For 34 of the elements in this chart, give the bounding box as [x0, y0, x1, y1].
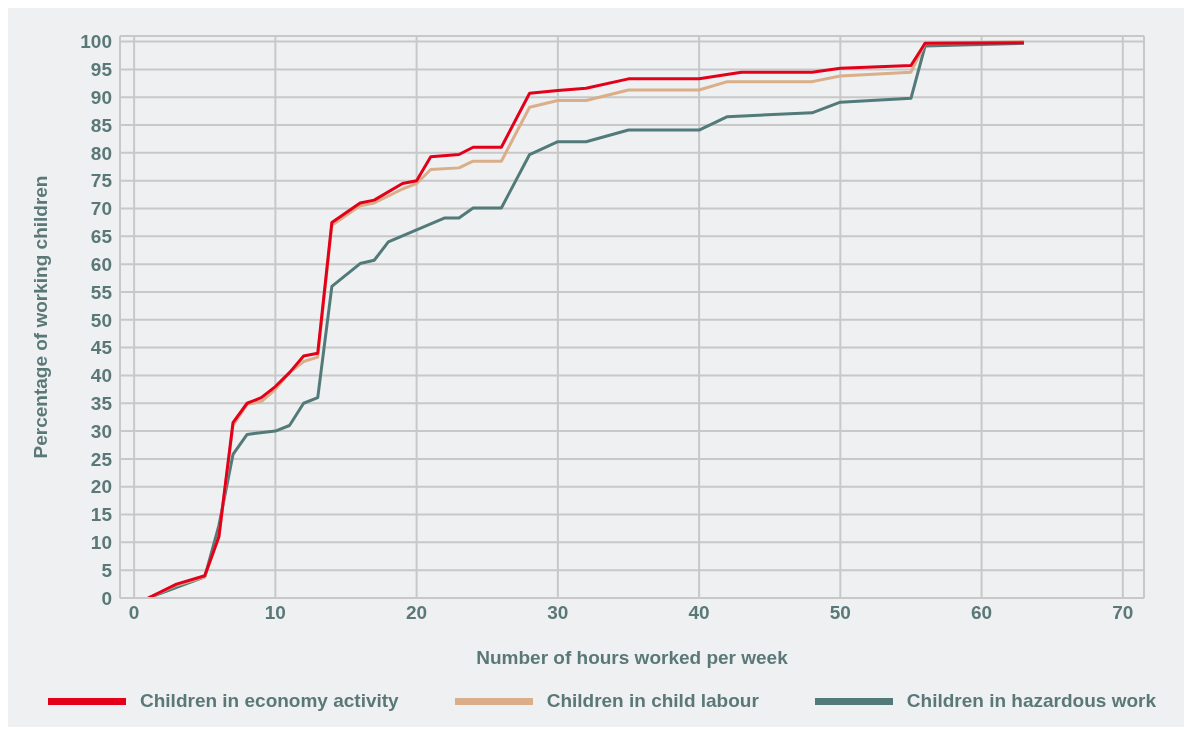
y-tick-label: 30	[90, 420, 112, 442]
y-tick-label: 95	[90, 59, 113, 81]
y-tick-label: 70	[90, 198, 112, 220]
legend-label: Children in hazardous work	[906, 690, 1156, 712]
y-tick-label: 45	[90, 337, 113, 359]
y-tick-label: 35	[90, 392, 113, 414]
y-axis-title: Percentage of working children	[29, 175, 51, 459]
y-tick-label: 65	[90, 226, 113, 248]
y-tick-label: 15	[90, 504, 113, 526]
y-tick-label: 0	[101, 587, 112, 609]
x-tick-label: 70	[1112, 602, 1134, 624]
y-tick-label: 55	[90, 281, 113, 303]
y-tick-label: 100	[80, 31, 112, 53]
x-tick-label: 0	[128, 602, 140, 624]
x-tick-label: 10	[264, 602, 286, 624]
x-axis-title: Number of hours worked per week	[476, 647, 789, 668]
y-tick-label: 75	[90, 170, 113, 192]
y-tick-label: 90	[90, 86, 112, 108]
x-tick-label: 60	[971, 602, 993, 624]
x-tick-label: 20	[406, 602, 428, 624]
y-tick-label: 80	[90, 142, 112, 164]
legend-label: Children in economy activity	[140, 690, 399, 712]
legend-label: Children in child labour	[546, 690, 759, 712]
x-tick-label: 40	[688, 602, 710, 624]
y-tick-label: 60	[90, 253, 112, 275]
y-tick-label: 85	[90, 114, 113, 136]
y-tick-label: 50	[90, 309, 112, 331]
x-tick-label: 50	[829, 602, 851, 624]
x-tick-label: 30	[547, 602, 569, 624]
y-tick-label: 10	[90, 532, 112, 554]
y-tick-label: 40	[90, 365, 112, 387]
y-tick-label: 5	[101, 559, 113, 581]
y-tick-label: 25	[90, 448, 113, 470]
y-tick-label: 20	[90, 476, 112, 498]
